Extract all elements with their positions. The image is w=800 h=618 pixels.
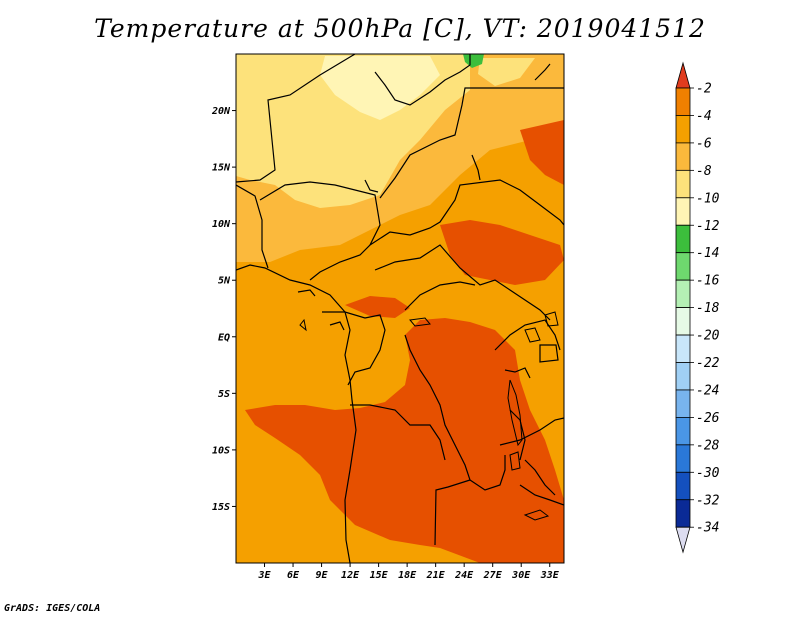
colorbar-label: -28 [696,438,720,453]
lon-tick-label: 15E [370,570,389,581]
colorbar-label: -14 [696,246,719,261]
colorbar-swatch [675,87,691,116]
field-warm-north [520,120,564,185]
lat-tick-label: 15N [212,163,231,174]
map-frame [235,53,565,564]
temperature-field [236,54,564,563]
lon-tick-label: 27E [483,570,503,581]
field-green-patch [463,54,484,68]
lat-tick-label: EQ [218,332,230,343]
lon-tick-label: 18E [398,570,417,581]
lat-tick-label: 5S [218,389,230,400]
lon-tick-label: 6E [287,570,300,581]
colorbar-label: -18 [696,301,720,316]
map-title: Temperature at 500hPa [C], VT: 201904151… [94,14,706,43]
colorbar-swatch [675,362,691,391]
lon-tick-label: 3E [257,570,271,581]
colorbar-swatch [675,499,691,528]
colorbar-swatch [675,224,691,254]
colorbar-swatch [675,169,691,199]
colorbar-swatch [675,115,691,144]
colorbar-label: -32 [696,493,720,508]
colorbar: -2 -4 -6 -8 -10 -12 -14 -16 -18 -20 -22 -24 -26 -28 -3… [675,61,720,554]
lon-tick-label: 24E [454,570,474,581]
field-sahara-cool-2 [478,58,535,86]
colorbar-top-arrow [675,61,691,89]
colorbar-label: -30 [696,466,720,481]
field-warm-south [245,318,564,563]
lat-tick-label: 20N [211,106,231,117]
field-coldest [320,56,440,120]
axis-ticks [232,110,551,567]
colorbar-label: -8 [696,164,712,179]
lat-tick-label: 10N [212,219,231,230]
colorbar-label: -12 [696,219,720,234]
colorbar-label: -26 [696,411,720,426]
colorbar-label: -16 [696,274,720,289]
field-warm-gulf [345,296,410,318]
lon-tick-label: 30E [511,570,531,581]
lon-tick-label: 21E [426,570,446,581]
lon-tick-label: 33E [540,570,560,581]
colorbar-swatch [675,252,691,281]
field-warm-central [440,220,564,285]
colorbar-swatch [675,389,691,418]
lakes [299,311,559,521]
colorbar-swatch [675,279,691,308]
colorbar-label: -10 [696,191,720,206]
lat-tick-label: 15S [212,502,230,513]
colorbar-label: -4 [696,109,712,124]
grads-credit: GrADS: IGES/COLA [4,603,101,614]
colorbar-swatch [675,444,691,473]
axis-tick-labels: 3E 6E 9E 12E 15E 18E 21E 24E 27E 30E 33E 20N 15N 10N 5… [211,106,560,581]
colorbar-bottom-arrow [675,526,691,554]
lon-tick-label: 9E [316,570,329,581]
colorbar-swatch [675,197,691,226]
colorbar-swatch [675,307,691,336]
colorbar-label: -20 [696,329,720,344]
colorbar-label: -2 [696,82,712,97]
country-borders [236,54,564,563]
lon-tick-label: 12E [341,570,360,581]
lat-tick-label: 5N [218,276,231,287]
lat-tick-label: 10S [212,445,230,456]
colorbar-label: -6 [696,136,712,151]
colorbar-label: -22 [696,356,720,371]
colorbar-swatch [675,471,691,501]
colorbar-swatch [675,416,691,446]
colorbar-swatch [675,334,691,363]
colorbar-label: -34 [696,521,719,536]
colorbar-label: -24 [696,383,719,398]
colorbar-swatch [675,142,691,171]
